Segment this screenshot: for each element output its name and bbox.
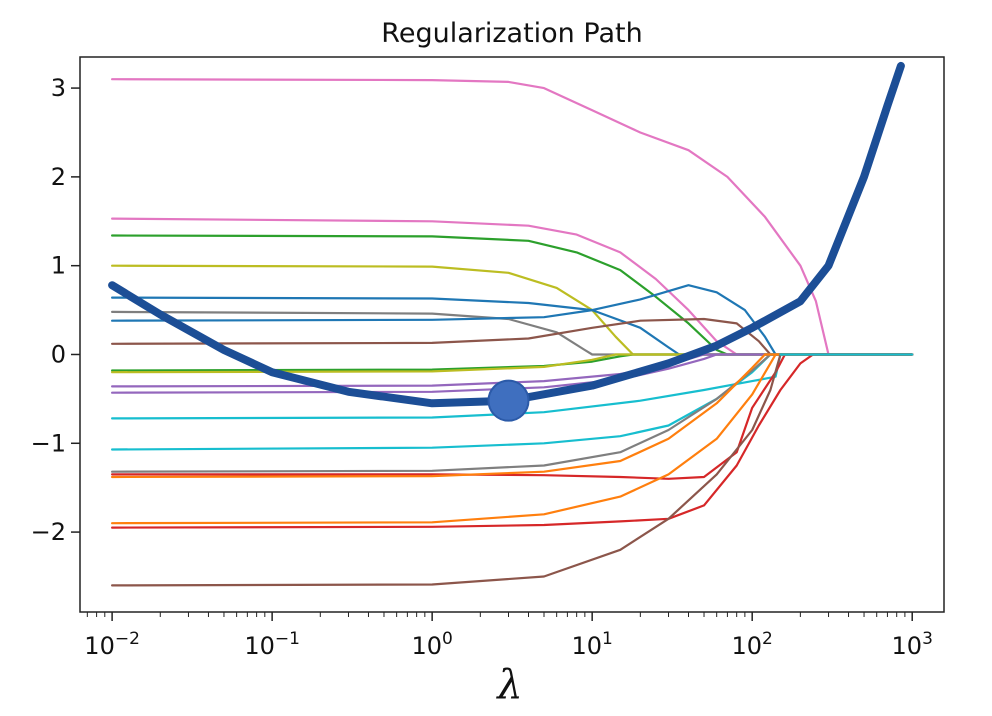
x-tick-exponent: 2	[762, 629, 773, 649]
series-line-1	[111, 78, 914, 356]
x-axis-label: λ	[495, 662, 522, 708]
x-tick-exponent: −2	[115, 629, 140, 649]
y-tick-label: 1	[51, 252, 66, 280]
series-layer	[111, 78, 914, 587]
series-line-4	[111, 264, 914, 356]
x-tick-label: 10−1	[244, 629, 300, 660]
x-tick-label: 101	[571, 629, 612, 660]
y-tick-label: 3	[51, 74, 66, 102]
series-line-17	[111, 353, 914, 479]
series-line-2	[111, 217, 914, 356]
x-tick-base: 10	[732, 632, 763, 660]
x-tick-base: 10	[244, 632, 275, 660]
x-tick-base: 10	[892, 632, 923, 660]
plot-frame	[79, 56, 945, 613]
x-tick-exponent: −1	[275, 629, 300, 649]
series-line-5	[111, 296, 914, 356]
series-line-16	[111, 353, 914, 480]
optimum-marker	[487, 379, 530, 422]
series-line-3	[111, 234, 914, 356]
highlight-layer	[108, 61, 905, 422]
x-tick-label: 10−2	[84, 629, 140, 660]
y-tick-label: 0	[51, 340, 66, 368]
highlight-line	[108, 61, 905, 408]
series-line-7	[111, 284, 914, 356]
y-axis: 3 2 1 0 −1 −2	[31, 74, 80, 546]
x-tick-exponent: 3	[922, 629, 933, 649]
y-tick-label: −1	[31, 429, 66, 457]
x-tick-base: 10	[571, 632, 602, 660]
series-line-18	[111, 353, 914, 525]
series-line-8	[111, 317, 914, 356]
x-axis: 10−2 10−1 100 101 102 103	[84, 612, 933, 660]
x-tick-label: 102	[732, 629, 773, 660]
x-tick-label: 103	[892, 629, 933, 660]
x-tick-exponent: 1	[602, 629, 613, 649]
series-line-20	[111, 353, 914, 587]
chart-title: Regularization Path	[381, 18, 642, 49]
series-line-6	[111, 310, 914, 356]
x-tick-base: 10	[84, 632, 115, 660]
y-tick-label: −2	[31, 518, 66, 546]
x-tick-label: 100	[411, 629, 452, 660]
series-line-10	[111, 353, 914, 374]
x-tick-base: 10	[411, 632, 442, 660]
series-line-19	[111, 353, 914, 529]
x-tick-exponent: 0	[442, 629, 453, 649]
y-tick-label: 2	[51, 163, 66, 191]
series-line-15	[111, 353, 914, 473]
